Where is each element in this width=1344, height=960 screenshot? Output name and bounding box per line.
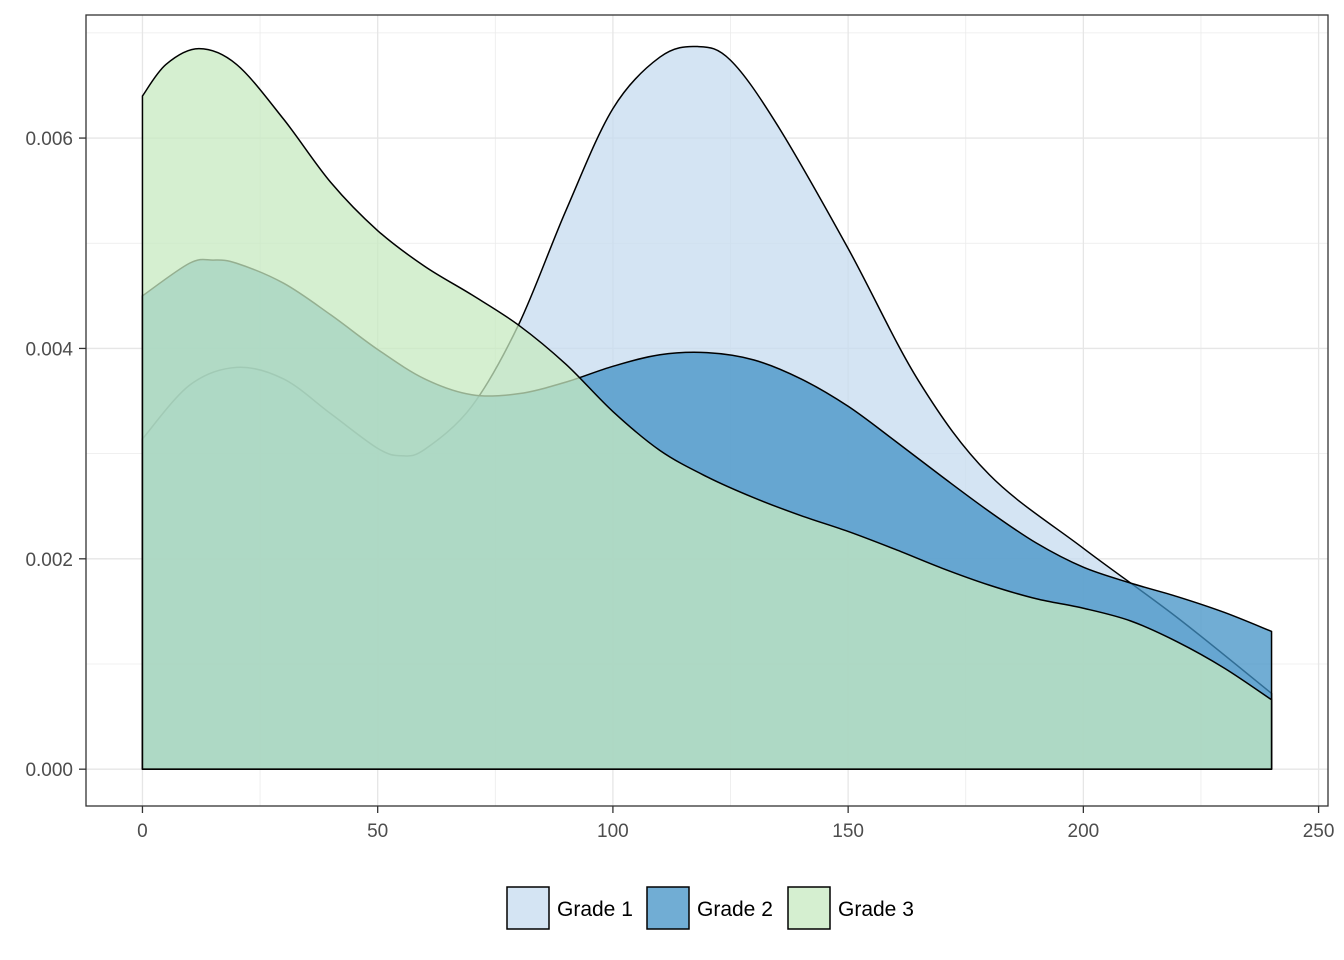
legend-label: Grade 1	[557, 898, 633, 921]
x-tick-label: 150	[832, 821, 864, 842]
x-tick-label: 0	[137, 821, 148, 842]
density-area-grade-3	[141, 47, 1273, 770]
legend-item-grade-2: Grade 2	[646, 886, 773, 930]
density-series	[141, 45, 1273, 770]
panel-border	[85, 14, 1329, 807]
legend-label: Grade 2	[697, 898, 773, 921]
x-tick-label: 200	[1068, 821, 1100, 842]
y-tick-label: 0.006	[25, 129, 73, 150]
legend-item-grade-1: Grade 1	[506, 886, 633, 930]
legend-key	[506, 886, 550, 930]
x-tick-label: 100	[597, 821, 629, 842]
legend: Grade 1 Grade 2 Grade 3	[506, 886, 914, 930]
x-tick-label: 250	[1303, 821, 1335, 842]
y-axis: 0.000 0.002 0.004 0.006	[25, 129, 86, 781]
legend-key	[646, 886, 690, 930]
y-tick-label: 0.000	[25, 760, 73, 781]
y-tick-label: 0.004	[25, 339, 73, 360]
legend-key	[787, 886, 831, 930]
legend-item-grade-3: Grade 3	[787, 886, 914, 930]
x-axis: 0 50 100 150 200 250	[137, 806, 1334, 842]
x-tick-label: 50	[367, 821, 388, 842]
legend-label: Grade 3	[838, 898, 914, 921]
y-tick-label: 0.002	[25, 550, 73, 571]
